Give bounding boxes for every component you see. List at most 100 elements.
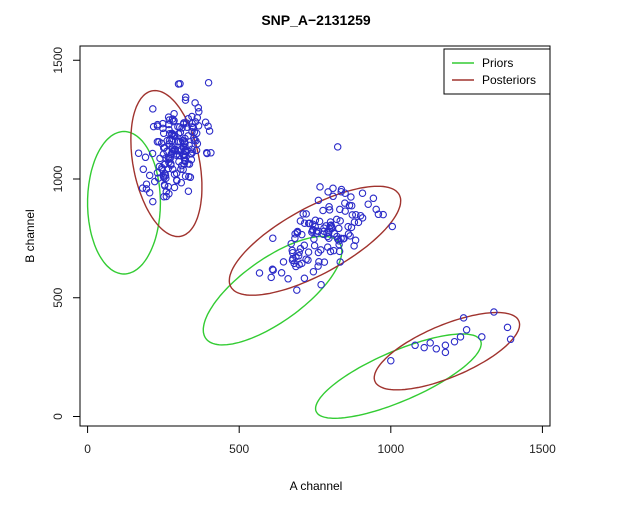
data-point [181, 172, 190, 180]
data-point [314, 248, 323, 257]
data-point [186, 173, 195, 182]
data-point [314, 262, 322, 270]
data-point [173, 138, 182, 146]
x-axis-ticks: 0 500 1000 1500 [84, 426, 556, 456]
y-axis-ticks: 0 500 1000 1500 [51, 47, 80, 420]
data-point [177, 165, 185, 173]
prior-ellipse-3 [314, 333, 482, 419]
data-point [188, 119, 196, 128]
data-point [420, 343, 428, 352]
data-point [160, 170, 169, 178]
data-point [309, 267, 318, 276]
data-point [335, 247, 344, 256]
data-point [335, 224, 343, 233]
posterior-ellipse-2 [228, 185, 402, 296]
data-point [150, 177, 159, 186]
data-point [268, 265, 277, 274]
data-point [201, 118, 210, 127]
data-point [459, 314, 468, 322]
data-point [441, 341, 450, 350]
data-point [364, 200, 372, 208]
data-point [153, 138, 162, 146]
data-point [348, 211, 357, 219]
data-point [300, 274, 309, 283]
data-point [284, 275, 292, 283]
data-point [170, 116, 178, 125]
data-point [369, 194, 378, 203]
data-point [207, 149, 215, 157]
data-point [346, 232, 354, 240]
data-point [388, 222, 397, 231]
data-point [345, 201, 354, 210]
data-point [304, 248, 313, 256]
data-point [315, 217, 324, 226]
data-point [267, 273, 275, 282]
data-point [165, 136, 174, 145]
data-point [167, 159, 175, 168]
data-point [329, 184, 337, 193]
data-point [450, 337, 459, 346]
data-point [308, 228, 316, 236]
data-point [325, 203, 333, 211]
data-point [167, 150, 175, 159]
data-point [172, 151, 180, 159]
data-point [174, 80, 183, 88]
data-point [324, 188, 332, 196]
data-point [302, 210, 310, 218]
data-point [141, 153, 150, 162]
data-point [372, 205, 380, 214]
data-point [192, 137, 200, 145]
data-point [351, 236, 360, 245]
x-tick-label: 0 [84, 442, 91, 456]
data-point [179, 165, 187, 174]
data-point [296, 244, 305, 253]
data-point [456, 333, 465, 341]
data-point [165, 158, 173, 166]
data-point [341, 189, 349, 197]
data-point [277, 269, 286, 277]
data-point [166, 154, 174, 163]
data-point [387, 356, 395, 365]
data-point [193, 114, 202, 122]
data-point [503, 323, 512, 332]
data-point [165, 140, 174, 148]
data-point [175, 151, 184, 160]
data-point [170, 183, 179, 192]
data-point [344, 230, 353, 238]
ellipses-layer [86, 89, 521, 419]
data-point [188, 123, 196, 131]
data-point [145, 171, 154, 180]
legend-box [443, 48, 551, 95]
data-point [333, 143, 342, 151]
data-point [289, 254, 297, 263]
data-point [279, 258, 288, 266]
data-point [181, 96, 190, 104]
data-point [323, 232, 332, 241]
data-point [379, 210, 387, 219]
data-point [374, 210, 383, 219]
data-point [340, 234, 348, 243]
data-point [177, 145, 186, 153]
data-point [441, 348, 450, 357]
posterior-ellipse-3 [373, 311, 521, 391]
data-point [294, 252, 303, 260]
x-tick-label: 1500 [529, 442, 556, 456]
posterior-ellipse-1 [130, 89, 203, 238]
data-point [168, 115, 177, 123]
data-point [182, 119, 191, 127]
data-point [347, 193, 355, 201]
prior-ellipse-1 [86, 130, 162, 275]
data-point [175, 123, 184, 131]
data-point [291, 234, 299, 243]
data-point [153, 169, 162, 177]
prior-ellipse-2 [202, 235, 343, 346]
data-point [354, 218, 363, 227]
data-point [316, 183, 324, 191]
data-point [337, 234, 345, 243]
points-layer [134, 78, 515, 365]
data-point [411, 341, 419, 350]
data-point [313, 229, 321, 237]
data-point [323, 243, 332, 251]
data-point [159, 150, 168, 158]
